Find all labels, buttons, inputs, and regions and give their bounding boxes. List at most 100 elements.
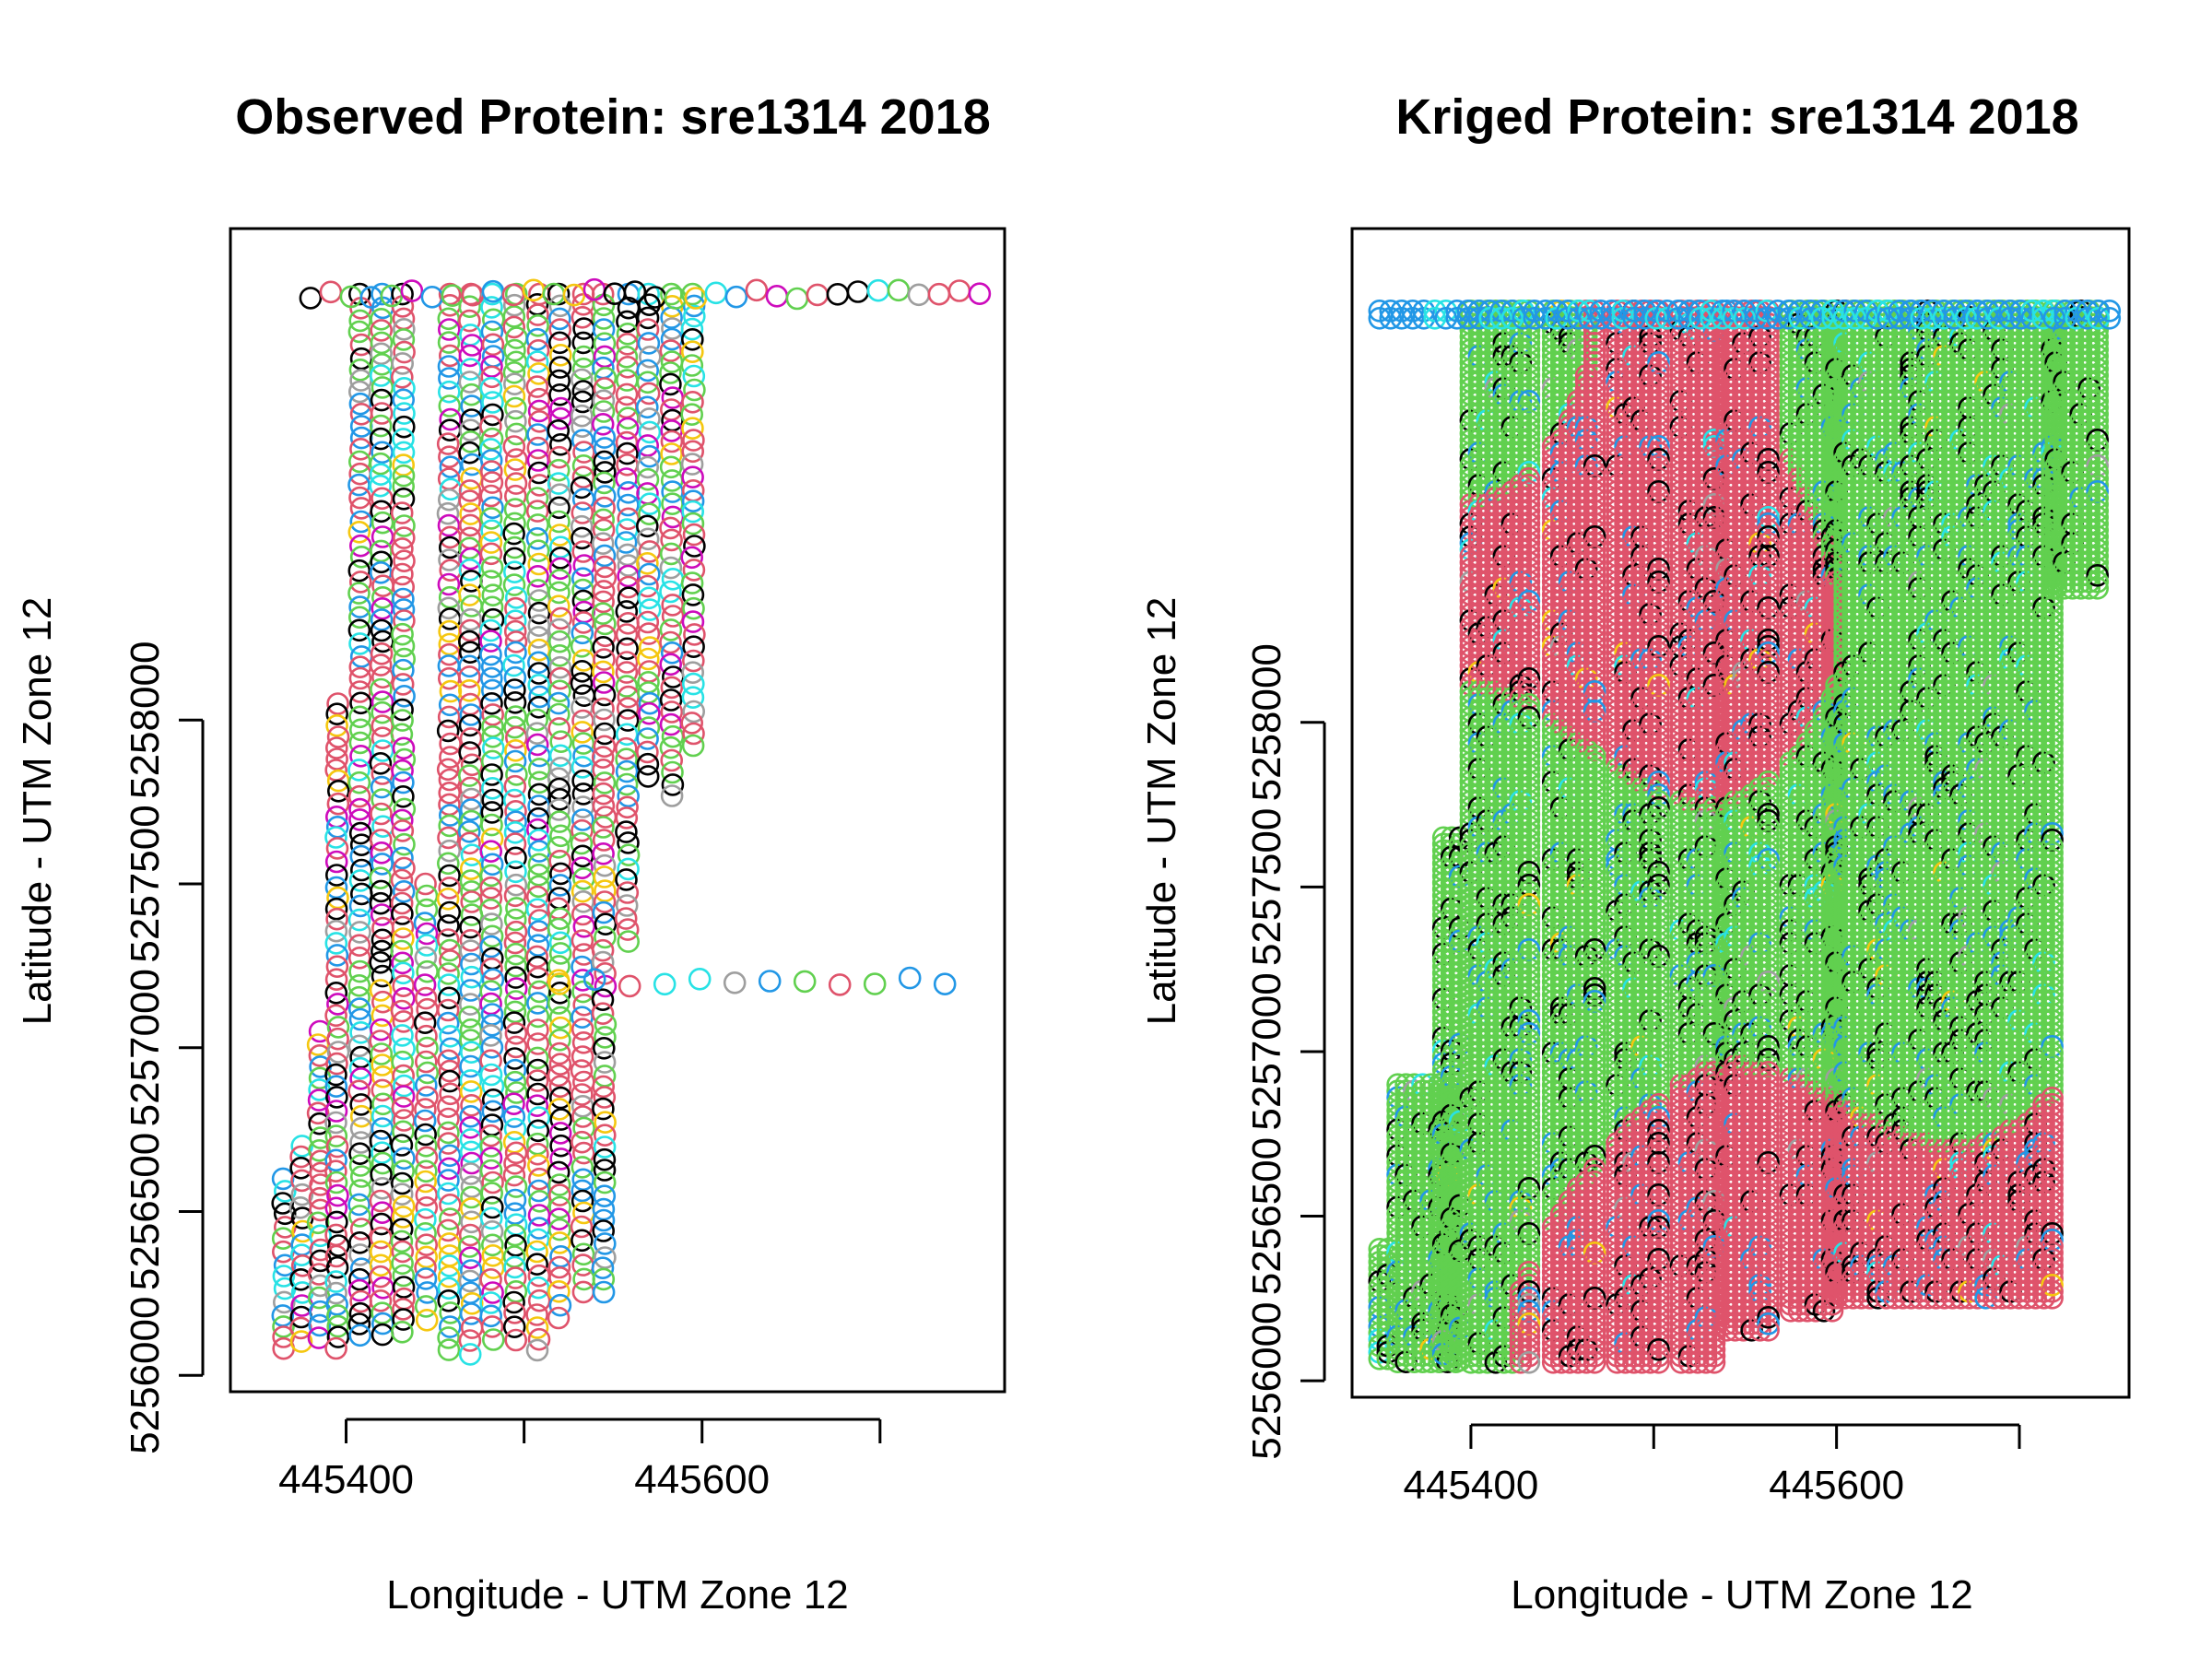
data-point — [458, 583, 481, 606]
data-point — [547, 955, 571, 978]
data-point — [347, 771, 371, 794]
data-point — [548, 1266, 571, 1289]
data-point — [571, 1179, 594, 1203]
data-point — [414, 1207, 437, 1231]
data-point — [459, 1246, 482, 1269]
data-point — [347, 606, 371, 629]
data-point — [592, 829, 616, 852]
data-point — [459, 1259, 483, 1282]
data-point — [479, 840, 503, 864]
data-point — [571, 1105, 594, 1128]
data-point — [459, 502, 482, 525]
data-point — [570, 404, 594, 428]
data-point — [659, 653, 683, 677]
data-point — [481, 968, 505, 992]
data-point — [369, 1030, 393, 1053]
data-point — [348, 1007, 372, 1031]
data-point — [616, 310, 639, 334]
data-point — [527, 399, 551, 423]
data-point — [547, 1207, 571, 1230]
data-point — [324, 1004, 347, 1028]
data-point — [503, 1255, 526, 1279]
data-point — [392, 1206, 415, 1229]
data-point — [683, 623, 706, 646]
data-point — [570, 1215, 594, 1239]
data-point — [480, 655, 504, 678]
data-point — [371, 629, 394, 653]
data-point — [592, 1267, 616, 1291]
data-point — [390, 1182, 414, 1206]
data-point — [525, 733, 549, 757]
data-point — [369, 1189, 393, 1213]
data-point — [503, 1266, 527, 1289]
data-point — [526, 449, 550, 472]
data-point — [593, 437, 617, 460]
data-point — [307, 1088, 331, 1112]
data-point — [271, 1192, 295, 1215]
data-point — [369, 427, 393, 451]
data-point — [526, 338, 550, 362]
data-point — [659, 339, 683, 362]
data-point — [348, 486, 371, 510]
data-point — [349, 437, 372, 461]
data-point — [526, 651, 550, 675]
data-point — [504, 641, 527, 665]
data-point — [480, 827, 504, 851]
data-point — [479, 980, 503, 1003]
data-point — [525, 487, 549, 510]
data-point — [458, 371, 482, 394]
data-point — [615, 747, 638, 771]
data-point — [548, 931, 572, 955]
data-point — [527, 638, 551, 662]
data-point — [458, 1343, 482, 1366]
data-point — [309, 1198, 332, 1222]
data-point — [391, 698, 414, 722]
data-point — [348, 632, 371, 655]
data-point — [661, 605, 685, 628]
data-point — [637, 586, 661, 610]
data-point — [436, 998, 460, 1022]
data-point — [390, 939, 414, 963]
data-point — [504, 472, 528, 495]
data-point — [371, 853, 394, 876]
data-point — [682, 635, 705, 659]
data-point — [479, 629, 502, 653]
data-point — [391, 352, 415, 375]
data-point — [481, 1075, 505, 1098]
data-point — [527, 1179, 550, 1203]
data-point — [571, 429, 594, 453]
data-point — [526, 626, 550, 649]
data-point — [326, 1027, 349, 1051]
data-point — [481, 391, 504, 414]
data-point — [635, 514, 659, 538]
data-point — [592, 590, 615, 614]
data-point — [593, 471, 616, 495]
data-point — [391, 562, 414, 586]
data-point — [547, 581, 571, 605]
data-point — [349, 858, 373, 882]
data-point — [369, 829, 393, 852]
data-point — [308, 1112, 331, 1135]
data-point — [682, 364, 706, 388]
data-point — [390, 891, 414, 915]
data-point — [681, 672, 705, 696]
data-point — [548, 874, 572, 897]
data-point — [548, 1293, 572, 1317]
data-point — [503, 458, 527, 481]
data-point — [593, 1135, 617, 1159]
data-point — [503, 1223, 527, 1247]
x-axis-label: Longitude - UTM Zone 12 — [386, 1572, 848, 1618]
data-point — [503, 820, 527, 844]
data-point — [437, 705, 461, 729]
data-point — [392, 487, 416, 511]
data-point — [393, 1037, 416, 1061]
data-point — [460, 965, 484, 989]
data-point — [616, 709, 640, 732]
data-point — [413, 973, 437, 996]
data-point — [571, 769, 594, 793]
data-point — [615, 661, 639, 684]
data-point — [308, 1139, 331, 1162]
data-point — [525, 1240, 548, 1264]
data-point — [636, 765, 660, 788]
data-point — [392, 634, 416, 658]
